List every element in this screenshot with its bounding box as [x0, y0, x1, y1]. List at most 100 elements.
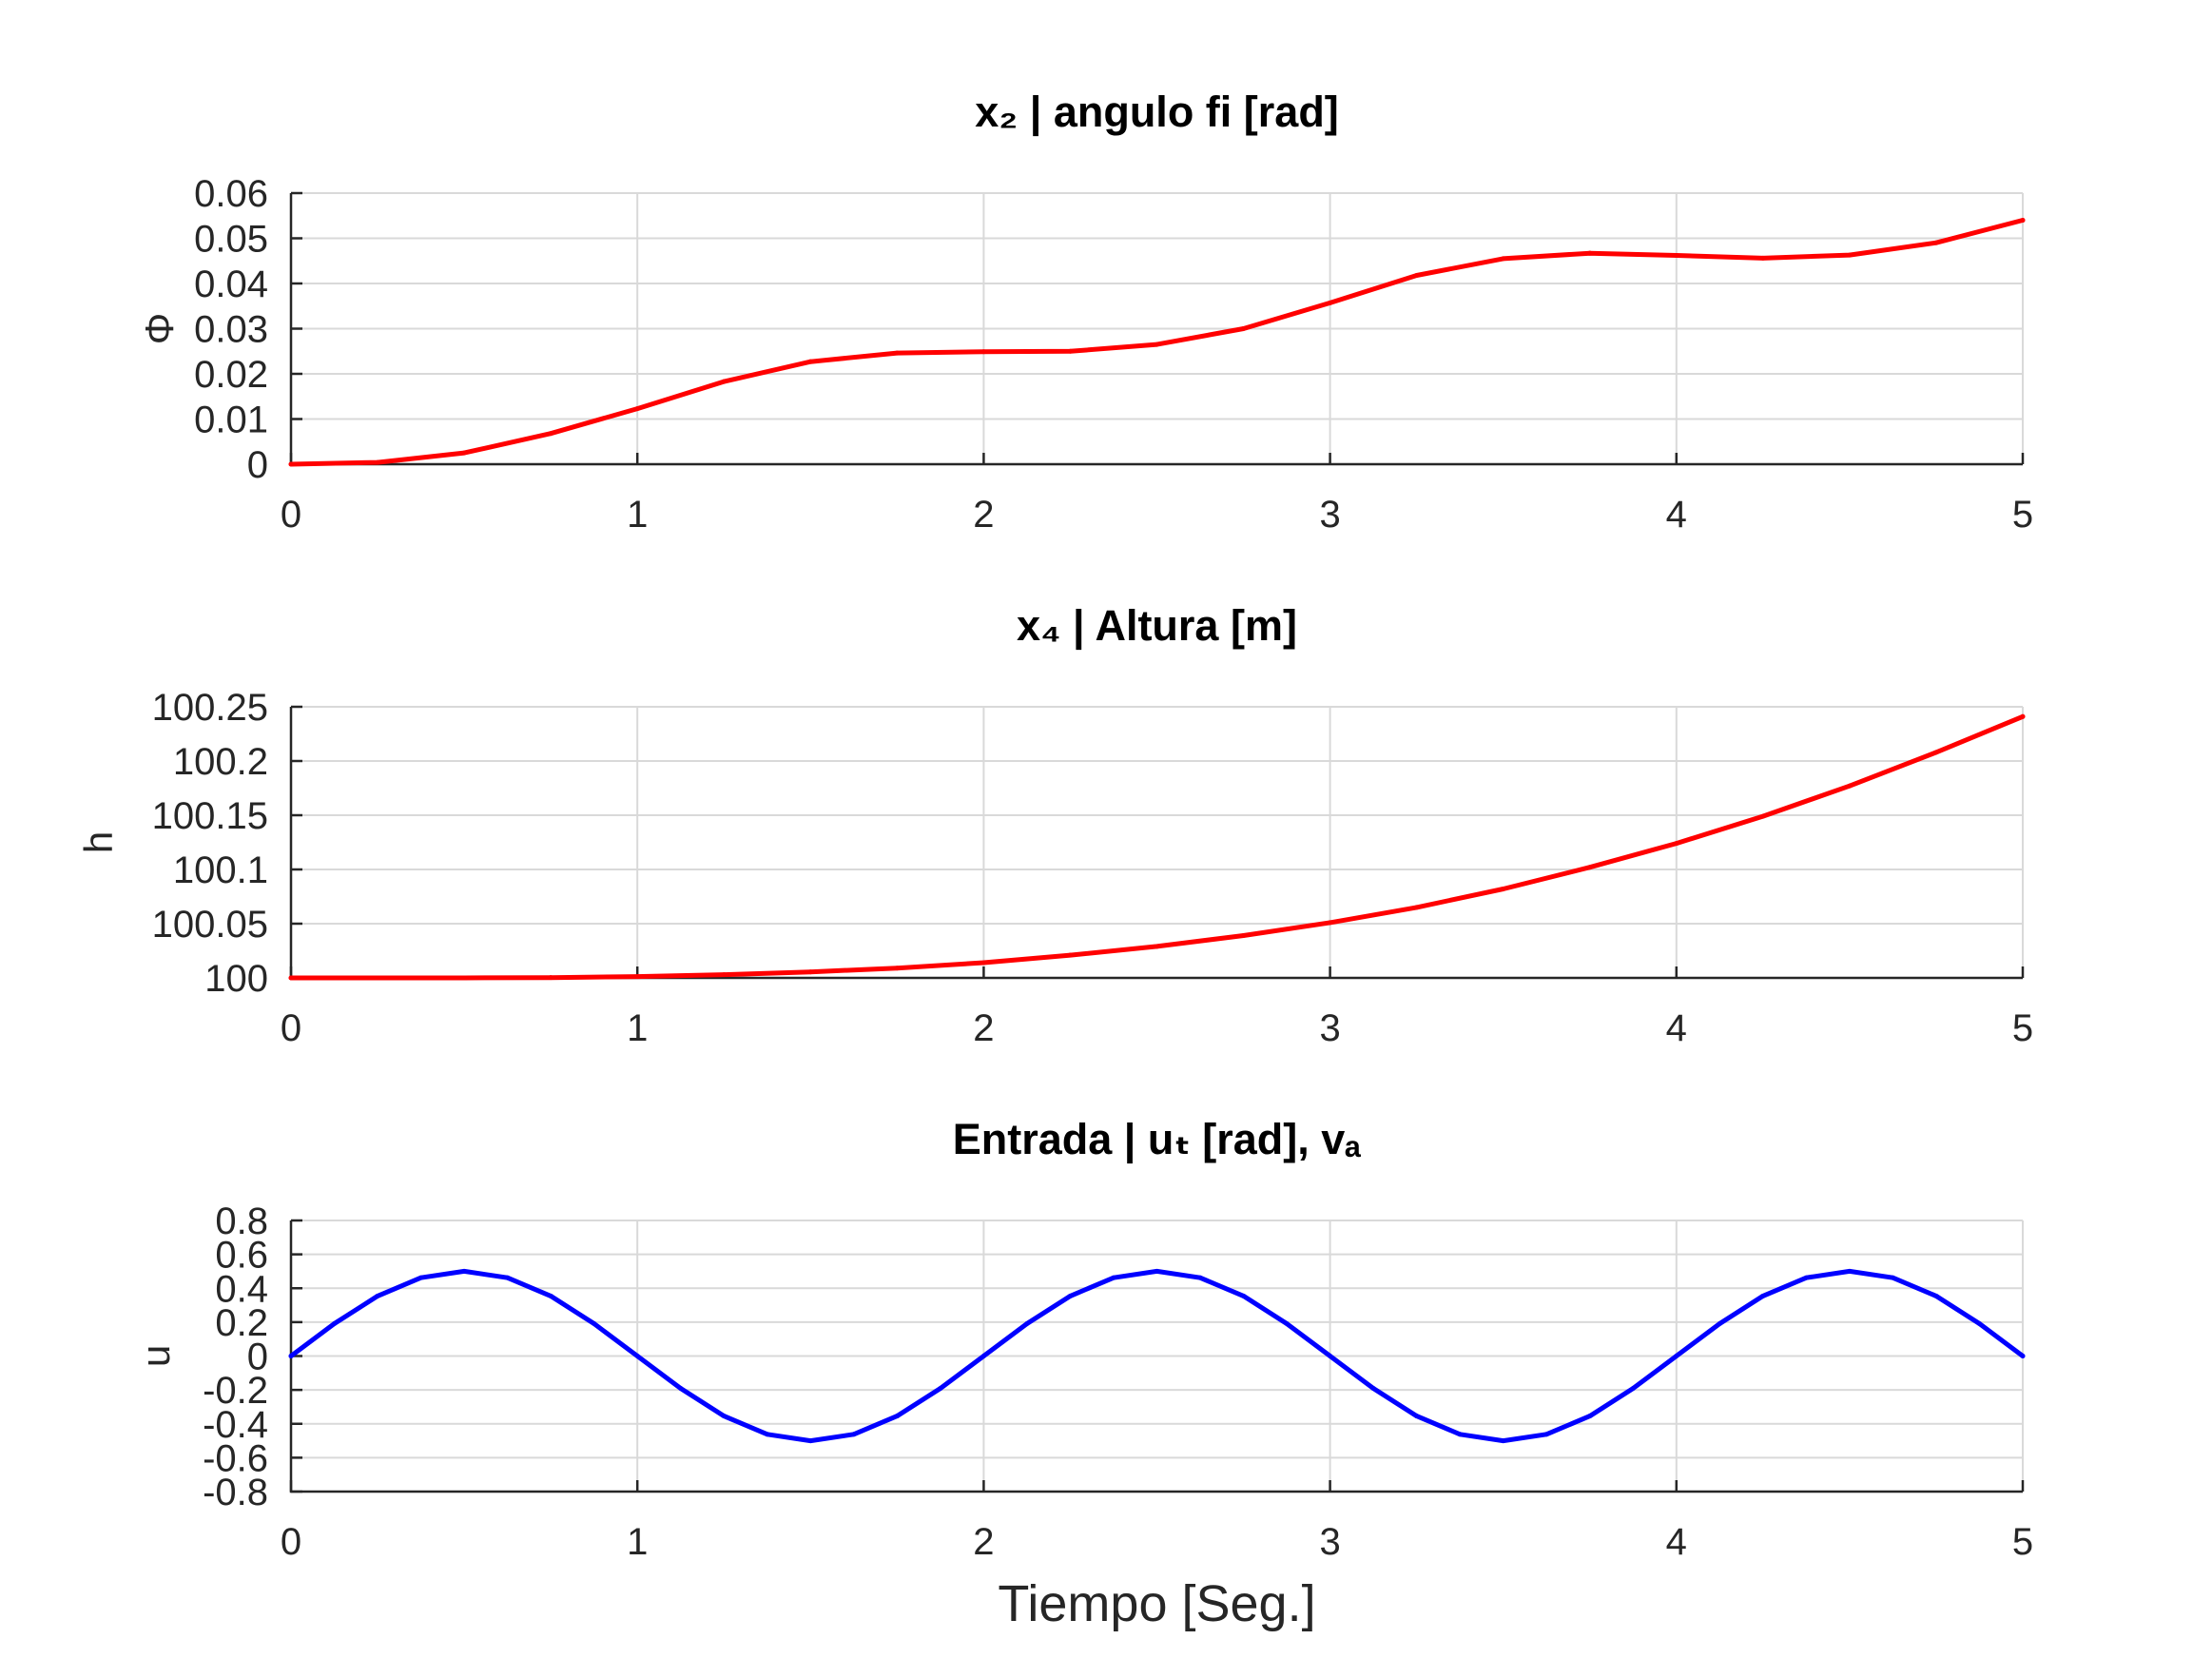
- data-point: [1501, 887, 1506, 892]
- chart-title: Entrada | uₜ [rad], vₐ: [953, 1115, 1362, 1164]
- data-point: [2020, 1354, 2026, 1358]
- data-point: [1328, 1354, 1333, 1358]
- data-point: [1414, 272, 1420, 278]
- y-tick-label: 0.8: [215, 1200, 268, 1242]
- x-tick-label: 3: [1319, 494, 1340, 536]
- y-tick-label: 0: [247, 444, 268, 486]
- data-point: [1674, 253, 1679, 259]
- data-point: [288, 975, 294, 981]
- data-point: [1370, 1386, 1376, 1392]
- x-tick-label: 0: [281, 1521, 301, 1563]
- x-tick-label: 4: [1666, 1521, 1687, 1563]
- data-point: [980, 349, 986, 355]
- data-point: [765, 1432, 770, 1437]
- data-point: [1760, 813, 1766, 819]
- data-point: [1847, 252, 1853, 258]
- data-point: [980, 960, 986, 966]
- x-tick-label: 1: [627, 494, 648, 536]
- data-point: [1760, 255, 1766, 261]
- y-tick-label: 0.02: [194, 354, 268, 396]
- y-axis-label: Φ: [137, 313, 182, 345]
- data-point: [1587, 1414, 1593, 1419]
- chart-title: x₂ | angulo fi [rad]: [975, 88, 1339, 137]
- data-point: [375, 1293, 380, 1298]
- y-tick-label: 100.2: [173, 741, 268, 783]
- data-point: [678, 1386, 684, 1392]
- data-point: [461, 1268, 467, 1274]
- data-point: [418, 1275, 424, 1280]
- y-tick-label: 100: [204, 958, 268, 1000]
- y-tick-label: 0.03: [194, 309, 268, 351]
- data-point: [634, 406, 640, 412]
- y-tick-label: 0.4: [215, 1268, 268, 1310]
- data-point: [548, 1293, 553, 1298]
- data-point: [894, 1414, 900, 1419]
- data-point: [1155, 1268, 1159, 1274]
- data-point: [1501, 256, 1506, 262]
- x-tick-label: 4: [1666, 494, 1687, 536]
- y-tick-label: 100.25: [152, 687, 268, 729]
- data-point: [461, 975, 467, 981]
- data-point: [1674, 1354, 1679, 1358]
- data-point: [1674, 841, 1679, 847]
- y-tick-label: 0.06: [194, 173, 268, 215]
- y-tick-label: -0.2: [203, 1370, 268, 1412]
- x-tick-label: 5: [2012, 1007, 2033, 1049]
- data-point: [332, 1320, 338, 1326]
- data-point: [1241, 1293, 1247, 1298]
- y-tick-label: 0.04: [194, 263, 268, 305]
- data-point: [1543, 1432, 1549, 1437]
- data-point: [548, 975, 553, 981]
- series-line: [288, 713, 2026, 981]
- data-point: [288, 1354, 294, 1358]
- data-point: [938, 1386, 943, 1392]
- x-tick-label: 2: [973, 1007, 994, 1049]
- subplot-3: 0 1 2 3 4 5-0.8-0.6-0.4-0.200.20.40.60.8Entra…: [133, 1115, 2033, 1632]
- data-point: [1717, 1320, 1722, 1326]
- data-point: [2020, 218, 2026, 223]
- data-point: [1241, 933, 1247, 939]
- y-tick-label: 0.05: [194, 219, 268, 261]
- data-point: [375, 975, 380, 981]
- data-point: [634, 974, 640, 980]
- data-point: [721, 1414, 727, 1419]
- data-point: [1284, 1320, 1290, 1326]
- y-tick-label: -0.6: [203, 1437, 268, 1479]
- x-tick-label: 1: [627, 1007, 648, 1049]
- data-point: [1457, 1432, 1463, 1437]
- data-point: [505, 1275, 511, 1280]
- data-point: [1587, 865, 1593, 870]
- x-tick-label: 2: [973, 1521, 994, 1563]
- subplot-2: 0 1 2 3 4 5 100 100.05 100.1 100.15 100.2 100.25 x₄ …: [76, 601, 2033, 1049]
- y-tick-label: 100.05: [152, 904, 268, 946]
- data-point: [1803, 1275, 1809, 1280]
- data-point: [2020, 713, 2026, 719]
- data-point: [634, 1354, 640, 1358]
- data-point: [807, 359, 813, 364]
- data-point: [1501, 1438, 1506, 1444]
- x-tick-label: 1: [627, 1521, 648, 1563]
- x-axis-label: Tiempo [Seg.]: [998, 1575, 1315, 1632]
- data-point: [288, 461, 294, 467]
- data-point: [1587, 250, 1593, 256]
- y-tick-label: -0.4: [203, 1404, 268, 1446]
- x-tick-label: 4: [1666, 1007, 1687, 1049]
- y-axis-label: u: [133, 1345, 178, 1367]
- data-point: [807, 1438, 813, 1444]
- data-point: [1414, 1414, 1420, 1419]
- data-point: [851, 1432, 857, 1437]
- data-point: [1328, 920, 1333, 926]
- y-tick-label: 0.01: [194, 400, 268, 441]
- data-point: [1414, 905, 1420, 910]
- data-point: [894, 966, 900, 971]
- data-point: [375, 459, 380, 465]
- data-point: [1328, 300, 1333, 305]
- data-point: [1847, 1268, 1853, 1274]
- data-point: [1067, 1293, 1073, 1298]
- data-point: [1890, 1275, 1895, 1280]
- x-tick-label: 2: [973, 494, 994, 536]
- data-point: [1111, 1275, 1116, 1280]
- data-point: [721, 972, 727, 978]
- x-tick-label: 3: [1319, 1521, 1340, 1563]
